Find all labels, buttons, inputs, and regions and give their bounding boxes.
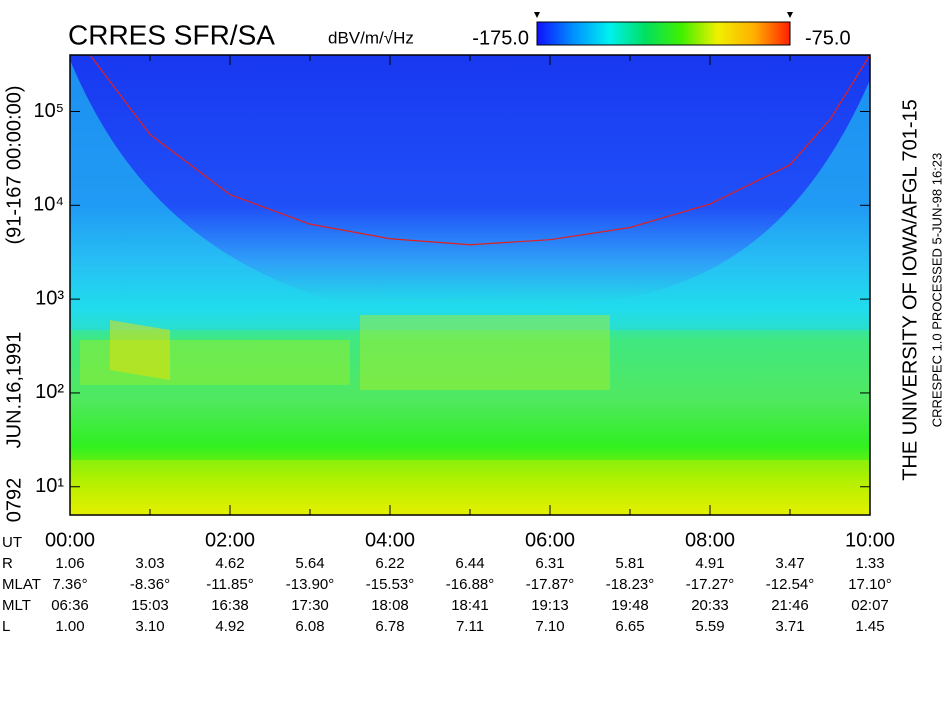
cell: 1.45: [855, 618, 884, 635]
cell: 4.92: [215, 618, 244, 635]
colorbar-units: dBV/m/√Hz: [328, 28, 414, 47]
cell: 5.64: [295, 555, 324, 572]
side-label: THE UNIVERSITY OF IOWA/AFGL 701-15: [899, 99, 921, 481]
colorbar-marker: [534, 12, 540, 18]
cell: 1.33: [855, 555, 884, 572]
cell: -13.90°: [286, 576, 335, 593]
cell: 7.10: [535, 618, 564, 635]
cell: 6.31: [535, 555, 564, 572]
row-label: L: [2, 618, 10, 635]
spectrogram-decor: [70, 60, 870, 515]
cell: 6.65: [615, 618, 644, 635]
cell: 6.08: [295, 618, 324, 635]
colorbar-marker: [787, 12, 793, 18]
cell: 5.81: [615, 555, 644, 572]
cell: 1.00: [55, 618, 84, 635]
cell: -15.53°: [366, 576, 415, 593]
y-tick-label: 10³: [35, 287, 64, 309]
cell: 16:38: [211, 597, 249, 614]
cell: 6.78: [375, 618, 404, 635]
cell: -11.85°: [206, 576, 253, 593]
cell: 18:41: [451, 597, 489, 614]
y-tick-label: 10⁴: [33, 194, 64, 216]
side-label: CRRESPEC 1.0 PROCESSED 5-JUN-98 16:23: [929, 153, 944, 428]
cell: 5.59: [695, 618, 724, 635]
cell: 20:33: [691, 597, 729, 614]
colorbar-tick-label: -175.0: [472, 27, 529, 49]
side-label: JUN.16,1991: [3, 332, 25, 449]
cell: 6.22: [375, 555, 404, 572]
line: [89, 55, 870, 246]
row-label: UT: [2, 534, 22, 551]
cell: 21:46: [771, 597, 809, 614]
cell: 06:36: [51, 597, 89, 614]
cell: 17:30: [291, 597, 329, 614]
x-tick-label: 04:00: [365, 529, 415, 551]
x-tick-label: 10:00: [845, 529, 895, 551]
cell: 3.47: [775, 555, 804, 572]
cell: 1.06: [55, 555, 84, 572]
row-label: MLT: [2, 597, 31, 614]
cell: 3.71: [775, 618, 804, 635]
y-tick-label: 10²: [35, 381, 64, 403]
cell: 15:03: [131, 597, 169, 614]
cell: -17.87°: [526, 576, 575, 593]
cell: 4.62: [215, 555, 244, 572]
cell: 4.91: [695, 555, 724, 572]
cell: -12.54°: [766, 576, 815, 593]
cell: 7.11: [456, 618, 484, 635]
cell: -17.27°: [686, 576, 735, 593]
cell: 3.10: [135, 618, 164, 635]
cell: -18.23°: [606, 576, 655, 593]
colorbar: [536, 21, 791, 46]
colorbar-tick-label: -75.0: [805, 27, 851, 49]
y-tick-label: 10¹: [35, 475, 64, 497]
y-tick-label: 10⁵: [33, 100, 64, 122]
row-label: R: [2, 555, 13, 572]
x-tick-label: 00:00: [45, 529, 95, 551]
cell: 02:07: [851, 597, 889, 614]
cell: 17.10°: [848, 576, 892, 593]
cell: 19:13: [531, 597, 569, 614]
cell: 18:08: [371, 597, 409, 614]
x-tick-label: 08:00: [685, 529, 735, 551]
x-tick-label: 02:00: [205, 529, 255, 551]
chart-title: CRRES SFR/SA: [68, 19, 275, 50]
cell: 6.44: [455, 555, 484, 572]
row-label: MLAT: [2, 576, 41, 593]
cell: 7.36°: [52, 576, 87, 593]
side-label: 0792: [3, 478, 25, 523]
cell: 19:48: [611, 597, 649, 614]
plot-area: [89, 55, 870, 246]
cell: 3.03: [135, 555, 164, 572]
cell: -8.36°: [130, 576, 170, 593]
x-tick-label: 06:00: [525, 529, 575, 551]
cell: -16.88°: [446, 576, 495, 593]
side-label: (91-167 00:00:00): [3, 85, 25, 244]
